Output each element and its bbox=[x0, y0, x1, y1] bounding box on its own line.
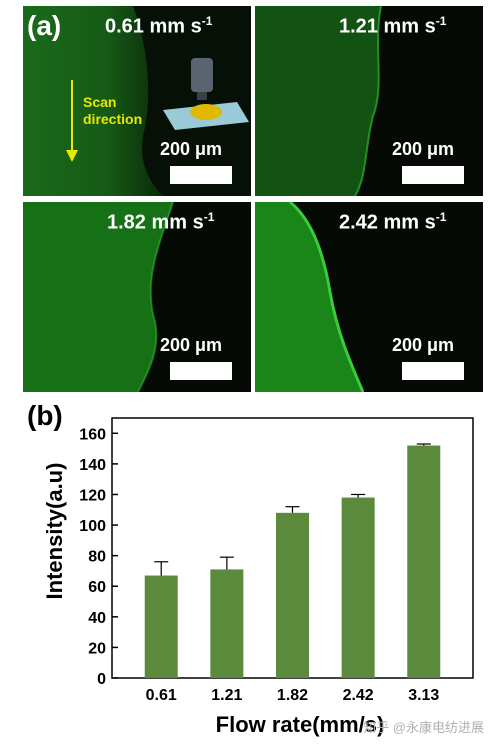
y-tick-label: 40 bbox=[88, 610, 106, 627]
x-axis-title: Flow rate(mm/s) bbox=[216, 712, 385, 737]
micrograph-tile-1: 0.61 mm s-1 Scan direction 200 μm bbox=[23, 6, 251, 196]
bar bbox=[276, 512, 309, 678]
micrograph-image bbox=[23, 6, 251, 196]
bar bbox=[341, 497, 375, 678]
y-tick-label: 60 bbox=[88, 579, 106, 596]
tile-4-scale-label: 200 μm bbox=[392, 335, 455, 355]
x-tick-label: 2.42 bbox=[343, 687, 374, 704]
scan-direction-label: Scan direction bbox=[83, 94, 143, 127]
micrograph-image bbox=[23, 202, 251, 392]
x-tick-label: 1.82 bbox=[277, 687, 308, 704]
micrograph-tile-2: 1.21 mm s-1 200 μm bbox=[255, 6, 483, 196]
bar-chart: 0 20 40 60 80 100 120 140 160 0.61 1.21 1.82 2.42 3.1… bbox=[0, 396, 498, 746]
y-tick-label: 100 bbox=[79, 518, 106, 535]
tile-2-speed: 1.21 mm s-1 bbox=[339, 14, 447, 38]
scan-arrow-icon bbox=[66, 80, 78, 162]
micrograph-tile-3: 1.82 mm s-1 200 μm bbox=[23, 202, 251, 392]
y-tick-label: 160 bbox=[79, 426, 106, 443]
tile-4-scale-bar bbox=[402, 362, 464, 380]
x-tick-label: 3.13 bbox=[408, 687, 439, 704]
y-axis-title: Intensity(a.u) bbox=[42, 463, 67, 600]
x-tick-label: 1.21 bbox=[211, 687, 242, 704]
tile-2-scale-bar bbox=[402, 166, 464, 184]
x-tick-label: 0.61 bbox=[146, 687, 177, 704]
panel-a-letter: (a) bbox=[27, 10, 62, 41]
bar bbox=[144, 575, 178, 678]
tile-1-scale-bar bbox=[170, 166, 232, 184]
panel-a: 0.61 mm s-1 Scan direction 200 μm (a) 1.2… bbox=[23, 6, 483, 392]
tile-1-scale-label: 200 μm bbox=[160, 139, 223, 159]
micrograph-image bbox=[255, 202, 483, 392]
y-tick-label: 140 bbox=[79, 457, 106, 474]
y-tick-label: 0 bbox=[97, 671, 106, 688]
chart-canvas: 0 20 40 60 80 100 120 140 160 0.61 1.21 1.82 2.42 3.1… bbox=[42, 417, 474, 737]
chart-error-bars bbox=[154, 443, 431, 576]
tile-1-speed: 0.61 mm s-1 bbox=[105, 14, 213, 38]
y-tick-label: 80 bbox=[88, 549, 106, 566]
bar bbox=[407, 445, 441, 678]
bar bbox=[210, 569, 244, 678]
tile-2-scale-label: 200 μm bbox=[392, 139, 455, 159]
y-tick-label: 20 bbox=[88, 640, 106, 657]
y-tick-label: 120 bbox=[79, 487, 106, 504]
watermark: 知乎 @永康电纺进展 bbox=[363, 720, 484, 735]
nozzle-icon bbox=[191, 58, 213, 92]
tile-4-speed: 2.42 mm s-1 bbox=[339, 210, 447, 234]
micrograph-tile-4: 2.42 mm s-1 200 μm bbox=[255, 202, 483, 392]
panel-b-letter: (b) bbox=[27, 400, 63, 431]
micrograph-image bbox=[255, 6, 483, 196]
tile-3-speed: 1.82 mm s-1 bbox=[107, 210, 215, 234]
tile-3-scale-bar bbox=[170, 362, 232, 380]
tile-3-scale-label: 200 μm bbox=[160, 335, 223, 355]
chart-bars bbox=[144, 445, 441, 678]
